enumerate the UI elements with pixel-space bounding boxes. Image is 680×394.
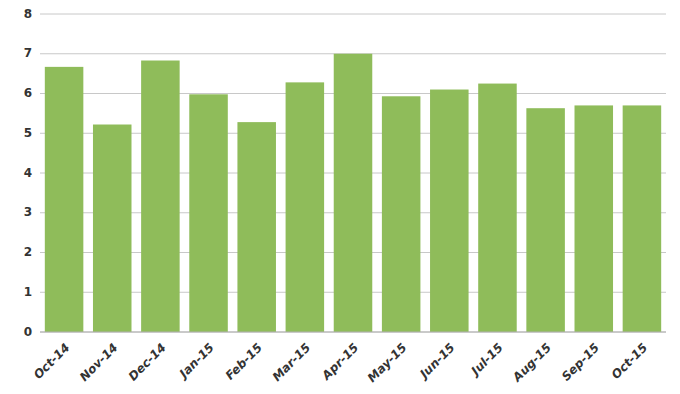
x-tick-label: Oct-15 xyxy=(609,340,651,382)
grid-line xyxy=(40,14,666,15)
bar xyxy=(334,54,373,332)
x-tick-label: Nov-14 xyxy=(77,340,121,384)
y-tick-label: 8 xyxy=(24,7,32,21)
bar xyxy=(45,67,84,332)
bar xyxy=(575,105,614,332)
y-tick-label: 5 xyxy=(24,126,32,140)
y-tick-label: 0 xyxy=(24,325,32,339)
bar xyxy=(430,90,469,332)
x-tick-label: Jan-15 xyxy=(175,340,217,382)
x-tick-label: Jul-15 xyxy=(467,340,506,379)
x-tick-label: May-15 xyxy=(365,340,410,385)
bar xyxy=(286,82,325,332)
x-tick-label: Oct-14 xyxy=(31,340,73,382)
x-tick-label: Aug-15 xyxy=(509,340,554,385)
grid-line xyxy=(40,332,666,333)
y-tick-label: 7 xyxy=(24,46,32,60)
bar xyxy=(478,84,517,332)
y-tick-labels: 0 1 2 3 4 5 6 7 8 xyxy=(24,7,32,339)
bar xyxy=(93,125,132,332)
x-tick-labels: Oct-14Nov-14Dec-14Jan-15Feb-15Mar-15Apr-… xyxy=(31,340,650,385)
x-tick-label: Jun-15 xyxy=(416,340,458,382)
y-tick-label: 4 xyxy=(24,166,32,180)
bar xyxy=(623,105,662,332)
y-tick-label: 1 xyxy=(24,285,32,299)
x-tick-label: Mar-15 xyxy=(270,340,314,384)
y-tick-label: 2 xyxy=(24,245,32,259)
bar xyxy=(237,122,276,332)
x-tick-label: Sep-15 xyxy=(559,340,602,383)
x-tick-label: Apr-15 xyxy=(319,340,362,383)
x-axis-line xyxy=(40,332,666,333)
chart-container: 012345678Oct-14Nov-14Dec-14Jan-15Feb-15M… xyxy=(0,0,680,394)
x-tick-label: Feb-15 xyxy=(223,340,265,382)
bar xyxy=(526,108,565,332)
chart: 012345678Oct-14Nov-14Dec-14Jan-15Feb-15M… xyxy=(0,0,680,394)
bar xyxy=(382,96,421,332)
bar xyxy=(141,61,180,332)
bar xyxy=(189,94,228,332)
y-grid xyxy=(40,14,666,332)
bars xyxy=(45,54,661,332)
x-tick-label: Dec-14 xyxy=(126,340,169,383)
y-tick-label: 6 xyxy=(24,86,32,100)
y-tick-label: 3 xyxy=(24,205,32,219)
